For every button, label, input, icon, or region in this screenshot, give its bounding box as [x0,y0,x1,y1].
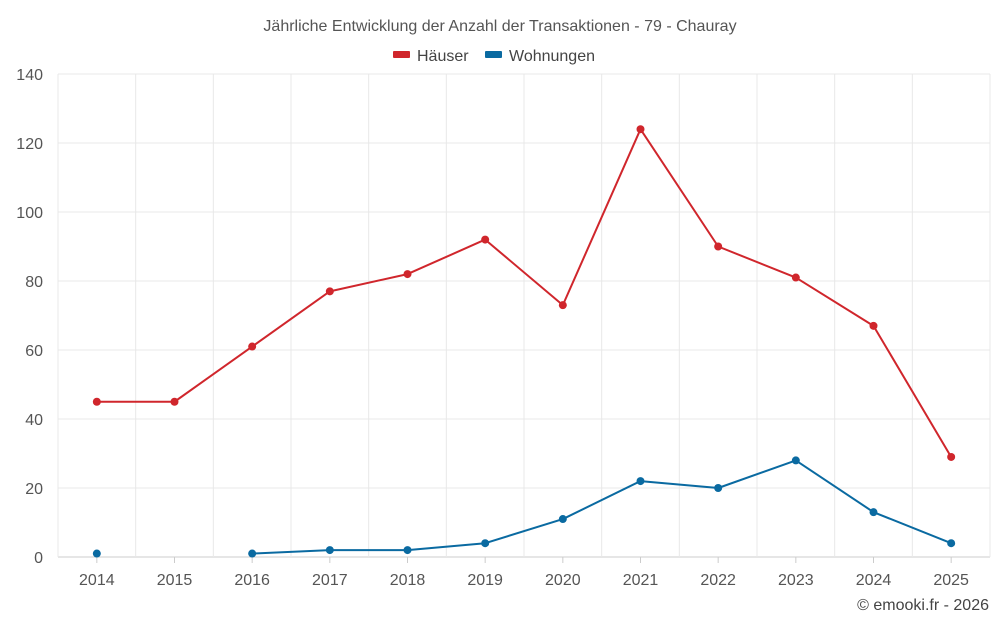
data-point-wohnungen[interactable] [869,508,878,517]
series-lines [96,128,953,555]
x-tick-label: 2020 [545,572,581,589]
y-tick-label: 0 [34,550,43,567]
data-point-hauser[interactable] [714,242,723,251]
data-point-hauser[interactable] [481,235,490,244]
credit-text: © emooki.fr - 2026 [857,597,989,614]
data-point-wohnungen[interactable] [248,549,257,558]
data-point-hauser[interactable] [636,125,645,134]
data-point-hauser[interactable] [791,273,800,282]
y-axis: 0 20 40 60 80 100 120 140 [16,67,43,567]
y-tick-label: 80 [25,274,43,291]
x-tick-label: 2017 [312,572,348,589]
data-point-wohnungen[interactable] [636,477,645,486]
x-tick-label: 2015 [157,572,193,589]
legend[interactable]: Häuser Wohnungen [393,48,595,65]
data-point-wohnungen[interactable] [714,484,723,492]
x-tick-label: 2018 [390,572,426,589]
series-points[interactable] [92,125,956,558]
y-tick-label: 120 [16,136,43,153]
legend-swatch-wohnungen[interactable] [485,51,502,58]
y-tick-label: 100 [16,205,43,222]
data-point-wohnungen[interactable] [325,546,334,555]
y-tick-label: 40 [25,412,43,429]
y-tick-label: 140 [16,67,43,84]
y-tick-label: 60 [25,343,43,360]
data-point-wohnungen[interactable] [558,515,567,524]
legend-swatch-hauser[interactable] [393,51,410,58]
x-tick-label: 2014 [79,572,115,589]
legend-label-wohnungen[interactable]: Wohnungen [509,48,595,65]
data-point-hauser[interactable] [947,452,956,461]
x-tick-label: 2023 [778,572,814,589]
y-tick-label: 20 [25,481,43,498]
data-point-wohnungen[interactable] [947,539,956,548]
series-line-wohnungen [252,459,952,555]
x-tick-label: 2016 [234,572,270,589]
data-point-hauser[interactable] [92,397,101,406]
data-point-wohnungen[interactable] [481,539,490,548]
x-tick-label: 2022 [700,572,736,589]
chart-title: Jährliche Entwicklung der Anzahl der Tra… [263,18,736,35]
x-tick-label: 2024 [856,572,892,589]
data-point-hauser[interactable] [248,342,257,351]
legend-label-hauser[interactable]: Häuser [417,48,469,65]
x-tick-label: 2025 [933,572,969,589]
x-tick-label: 2021 [623,572,659,589]
data-point-wohnungen[interactable] [92,549,101,558]
data-point-hauser[interactable] [869,321,878,330]
data-point-wohnungen[interactable] [403,546,412,555]
series-line-hauser [96,128,953,458]
data-point-hauser[interactable] [325,287,334,296]
x-axis: 2014 2015 2016 2017 2018 2019 2020 2021 2022 2023… [79,557,969,589]
x-tick-label: 2019 [467,572,503,589]
data-point-wohnungen[interactable] [791,456,800,465]
data-point-hauser[interactable] [170,397,179,406]
gridlines [57,73,991,558]
data-point-hauser[interactable] [558,301,567,310]
data-point-hauser[interactable] [403,270,412,279]
